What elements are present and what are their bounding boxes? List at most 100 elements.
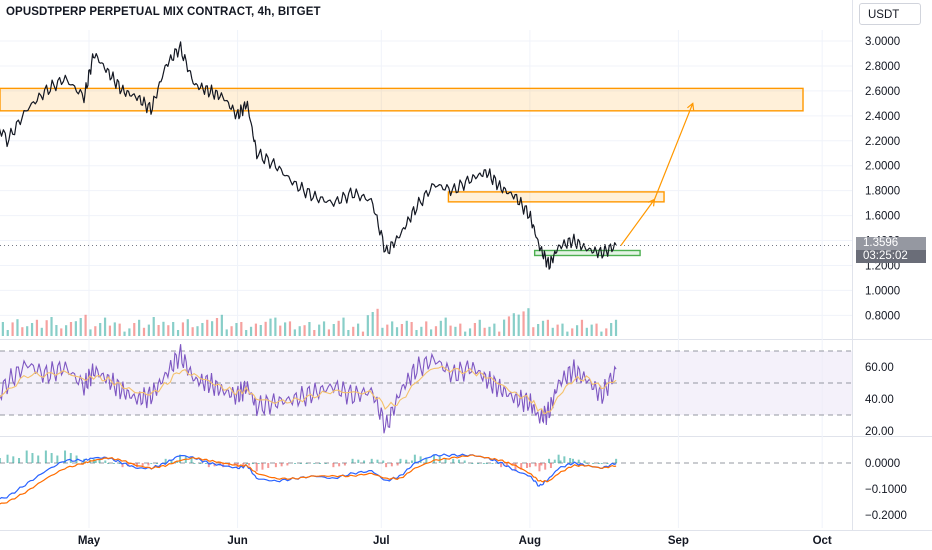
volume-bar	[595, 323, 598, 336]
macd-hist-bar	[257, 463, 260, 464]
macd-hist-bar	[419, 456, 422, 463]
macd-hist-bar	[0, 458, 1, 463]
macd-hist-bar	[141, 463, 144, 467]
macd-hist-bar	[351, 458, 354, 463]
macd-tick-label: 0.0000	[865, 458, 900, 470]
price-tick-label: 2.4000	[865, 111, 900, 123]
volume-bar	[322, 321, 326, 336]
volume-bar	[16, 319, 19, 336]
volume-bar	[69, 322, 73, 336]
macd-hist-bar	[127, 463, 130, 467]
volume-bar	[507, 316, 511, 336]
volume-bar	[575, 325, 579, 336]
price-tick-label: 1.6000	[865, 211, 900, 223]
volume-bar	[206, 319, 209, 336]
volume-bar	[420, 326, 423, 336]
macd-hist-bar	[44, 450, 47, 463]
macd-hist-bar	[193, 463, 196, 464]
macd-hist-bar	[332, 463, 335, 468]
macd-hist-bar	[274, 463, 277, 468]
volume-bar	[425, 321, 428, 336]
macd-hist-bar	[606, 463, 609, 464]
macd-hist-bar	[577, 459, 580, 463]
macd-hist-bar	[477, 463, 480, 464]
macd-hist-bar	[255, 463, 258, 472]
macd-hist-bar	[399, 458, 402, 463]
macd-hist-bar	[12, 456, 15, 463]
volume-bar	[152, 317, 155, 336]
volume-bar	[128, 328, 131, 336]
volume-bar	[103, 317, 107, 336]
volume-bar	[366, 315, 369, 336]
volume-bar	[11, 322, 14, 336]
volume-bar	[172, 322, 175, 336]
volume-bar	[308, 322, 311, 336]
macd-hist-bar	[548, 458, 551, 463]
volume-bar	[395, 327, 399, 336]
macd-hist-bar	[586, 463, 589, 464]
volume-bar	[60, 328, 63, 336]
volume-bar	[30, 323, 34, 336]
volume-bar	[478, 319, 481, 336]
currency-button[interactable]: USDT	[859, 3, 921, 25]
volume-bar	[580, 319, 584, 336]
macd-hist-bar	[222, 463, 225, 468]
macd-hist-bar	[471, 463, 474, 464]
volume-bar	[147, 324, 150, 336]
volume-bar	[138, 319, 141, 336]
macd-hist-bar	[514, 463, 517, 472]
macd-hist-bar	[534, 463, 537, 467]
macd-hist-bar	[6, 454, 9, 463]
volume-bar	[65, 325, 68, 336]
price-tick-label: 2.8000	[865, 61, 900, 73]
volume-bar	[74, 321, 77, 336]
volume-bar	[318, 324, 321, 336]
volume-bar	[386, 324, 389, 336]
volume-bar	[357, 323, 360, 336]
rsi-ma-line	[0, 365, 617, 414]
volume-bar	[546, 319, 549, 336]
macd-hist-bar	[227, 463, 230, 467]
macd-tick-label: −0.1000	[865, 484, 907, 496]
volume-bar	[45, 320, 48, 336]
volume-bar	[464, 331, 467, 336]
macd-hist-bar	[25, 450, 28, 463]
macd-hist-bar	[382, 460, 385, 463]
volume-bar	[279, 325, 282, 336]
volume-bar	[473, 323, 476, 336]
macd-hist-bar	[615, 458, 618, 463]
macd-hist-bar	[444, 458, 447, 463]
volume-bar	[483, 327, 486, 336]
macd-hist-bar	[286, 463, 289, 466]
volume-bar	[108, 325, 112, 336]
macd-hist-bar	[94, 460, 97, 463]
price-tick-label: 2.2000	[865, 136, 900, 148]
volume-bar	[113, 322, 116, 336]
macd-hist-bar	[50, 453, 53, 463]
macd-hist-bar	[267, 463, 270, 468]
macd-hist-bar	[491, 463, 494, 464]
macd-hist-bar	[98, 459, 101, 463]
volume-bar	[181, 322, 185, 336]
volume-bar	[327, 329, 331, 336]
macd-hist-bar	[190, 458, 193, 463]
volume-bar	[337, 320, 340, 336]
macd-hist-bar	[457, 459, 460, 463]
macd-hist-bar	[112, 463, 115, 464]
macd-hist-bar	[553, 459, 556, 463]
volume-bar	[26, 326, 29, 336]
macd-hist-bar	[425, 458, 428, 463]
volume-bar	[541, 320, 545, 336]
projection-arrowhead-1	[647, 198, 656, 207]
macd-hist-bar	[563, 456, 566, 463]
macd-hist-bar	[135, 463, 138, 468]
macd-hist-bar	[179, 454, 182, 463]
volume-bar	[35, 319, 39, 336]
rsi-tick-label: 20.00	[865, 426, 894, 438]
volume-bar	[123, 331, 126, 336]
price-tick-label: 0.8000	[865, 310, 900, 322]
volume-bar	[21, 327, 24, 336]
volume-bar	[313, 330, 316, 336]
volume-bar	[342, 317, 345, 336]
